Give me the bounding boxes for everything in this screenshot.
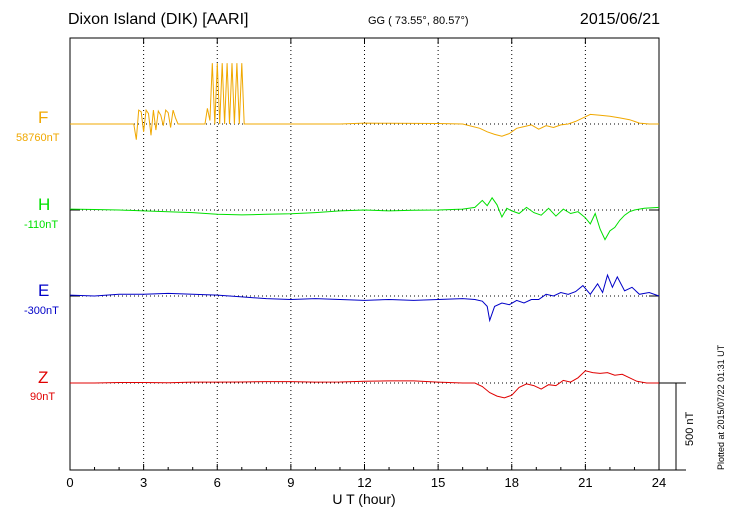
- x-axis: 0 3 6 9 12 15 18 21 24: [66, 38, 666, 490]
- baseline-label-e: -300nT: [24, 305, 59, 317]
- x-tick-label: 3: [140, 475, 147, 490]
- series-line-z: [70, 370, 659, 399]
- date-label: 2015/06/21: [579, 11, 660, 28]
- grid: [143, 38, 586, 470]
- x-axis-label: U T (hour): [332, 491, 395, 507]
- x-tick-label: 12: [357, 475, 371, 490]
- station-title: Dixon Island (DIK) [AARI]: [68, 11, 249, 28]
- scale-bar-label: 500 nT: [684, 411, 696, 446]
- baseline-label-f: 58760nT: [16, 132, 60, 144]
- series-line-e: [69, 273, 660, 323]
- series-label-z: Z: [38, 368, 49, 387]
- scale-bar: 500 nT: [659, 382, 696, 471]
- series-group: [69, 63, 660, 399]
- x-tick-label: 15: [431, 475, 445, 490]
- coordinates-label: GG ( 73.55°, 80.57°): [368, 15, 469, 27]
- series-label-h: H: [38, 195, 51, 214]
- baseline-label-h: -110nT: [24, 219, 59, 231]
- x-tick-label: 9: [287, 475, 294, 490]
- series-line-f: [70, 63, 659, 140]
- x-tick-label: 6: [214, 475, 221, 490]
- series-label-e: E: [38, 281, 50, 300]
- x-tick-label: 0: [66, 475, 73, 490]
- x-tick-label: 24: [652, 475, 666, 490]
- baseline-label-z: 90nT: [30, 391, 56, 403]
- series-line-h: [69, 196, 660, 241]
- x-tick-label: 18: [505, 475, 519, 490]
- series-label-f: F: [38, 108, 49, 127]
- x-tick-label: 21: [578, 475, 592, 490]
